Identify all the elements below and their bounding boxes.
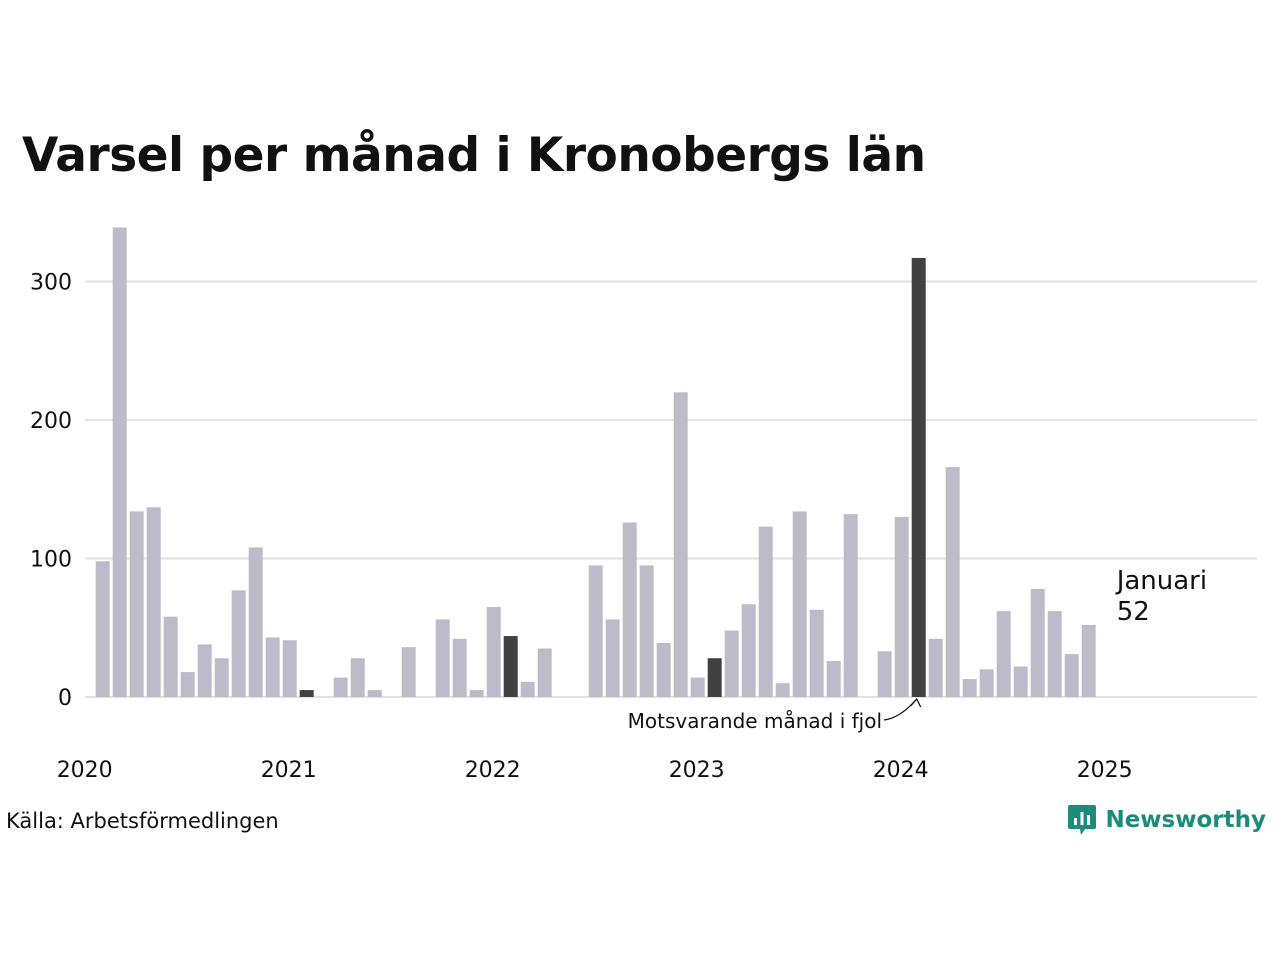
bar-2023-07 bbox=[809, 609, 824, 697]
bar-2020-09 bbox=[231, 590, 246, 697]
highlight-label: Januari bbox=[1115, 566, 1207, 596]
newsworthy-logo-icon bbox=[1068, 805, 1097, 835]
bar-2023-12 bbox=[894, 516, 909, 697]
source-text: Källa: Arbetsförmedlingen bbox=[6, 809, 279, 833]
bar-2023-06 bbox=[792, 511, 807, 697]
y-axis-labels: 0 100 200 300 bbox=[30, 271, 72, 712]
bar-2023-02 bbox=[724, 630, 739, 697]
bar-2022-06 bbox=[588, 565, 603, 697]
annotation-text: Motsvarande månad i fjol bbox=[628, 709, 882, 733]
bar-2021-12 bbox=[486, 606, 501, 697]
bar-2024-03 bbox=[945, 467, 960, 697]
bar-2023-11 bbox=[877, 651, 892, 697]
bar-2021-04 bbox=[350, 658, 365, 697]
bars bbox=[95, 227, 1096, 698]
y-tick-label: 0 bbox=[58, 686, 72, 711]
x-tick-label: 2024 bbox=[873, 758, 929, 783]
bar-2022-08 bbox=[622, 522, 637, 697]
brand-logo: Newsworthy bbox=[1067, 803, 1266, 837]
highlight-value: 52 bbox=[1117, 597, 1150, 627]
bar-2022-11 bbox=[673, 392, 688, 697]
bar-2024-07 bbox=[1013, 666, 1028, 697]
bar-2020-08 bbox=[214, 658, 229, 697]
bar-2020-11 bbox=[265, 637, 280, 697]
bar-2021-09 bbox=[435, 619, 450, 697]
bar-2022-02 bbox=[520, 681, 535, 697]
x-axis-labels: 2020 2021 2022 2023 2024 2025 bbox=[57, 758, 1133, 783]
bar-2023-08 bbox=[826, 660, 841, 697]
bar-2022-01 bbox=[503, 636, 518, 697]
bar-2023-01 bbox=[707, 658, 722, 697]
bar-2024-02 bbox=[928, 638, 943, 697]
bar-2020-06 bbox=[180, 672, 195, 697]
bar-2021-11 bbox=[469, 690, 484, 697]
bar-2020-07 bbox=[197, 644, 212, 697]
bar-2024-09 bbox=[1047, 611, 1062, 697]
bar-2024-01 bbox=[911, 257, 926, 697]
bar-2021-03 bbox=[333, 677, 348, 697]
bar-2023-09 bbox=[843, 514, 858, 697]
bar-2024-08 bbox=[1030, 588, 1045, 697]
bar-2020-10 bbox=[248, 547, 263, 697]
x-tick-label: 2022 bbox=[465, 758, 521, 783]
bar-2022-09 bbox=[639, 565, 654, 697]
x-tick-label: 2021 bbox=[261, 758, 317, 783]
brand-name: Newsworthy bbox=[1105, 807, 1266, 833]
bar-2023-05 bbox=[775, 683, 790, 697]
bar-2020-12 bbox=[282, 640, 297, 697]
bar-2023-03 bbox=[741, 604, 756, 697]
x-tick-label: 2025 bbox=[1077, 758, 1133, 783]
y-tick-label: 100 bbox=[30, 548, 72, 573]
bar-2021-10 bbox=[452, 638, 467, 697]
bar-2024-04 bbox=[962, 678, 977, 697]
bar-2021-05 bbox=[367, 690, 382, 697]
bar-2022-10 bbox=[656, 642, 671, 697]
annotation-arrowhead bbox=[910, 697, 922, 708]
annotation-arrow bbox=[883, 699, 917, 721]
chart-title: Varsel per månad i Kronobergs län bbox=[22, 128, 926, 183]
bar-2023-04 bbox=[758, 526, 773, 697]
x-tick-label: 2020 bbox=[57, 758, 113, 783]
bar-2020-05 bbox=[163, 616, 178, 697]
bar-2020-02 bbox=[112, 227, 127, 698]
y-tick-label: 300 bbox=[30, 271, 72, 296]
bar-2024-10 bbox=[1064, 654, 1079, 697]
bar-2020-04 bbox=[146, 507, 161, 697]
bar-2022-07 bbox=[605, 619, 620, 697]
bar-2020-01 bbox=[95, 561, 110, 697]
bar-2020-03 bbox=[129, 511, 144, 697]
bar-2024-05 bbox=[979, 669, 994, 697]
bar-2021-01 bbox=[299, 690, 314, 697]
bar-2022-12 bbox=[690, 677, 705, 697]
x-tick-label: 2023 bbox=[669, 758, 725, 783]
bar-2024-11 bbox=[1081, 624, 1096, 697]
bar-2022-03 bbox=[537, 648, 552, 697]
bar-2021-07 bbox=[401, 647, 416, 697]
bar-2024-06 bbox=[996, 611, 1011, 697]
y-tick-label: 200 bbox=[30, 409, 72, 434]
